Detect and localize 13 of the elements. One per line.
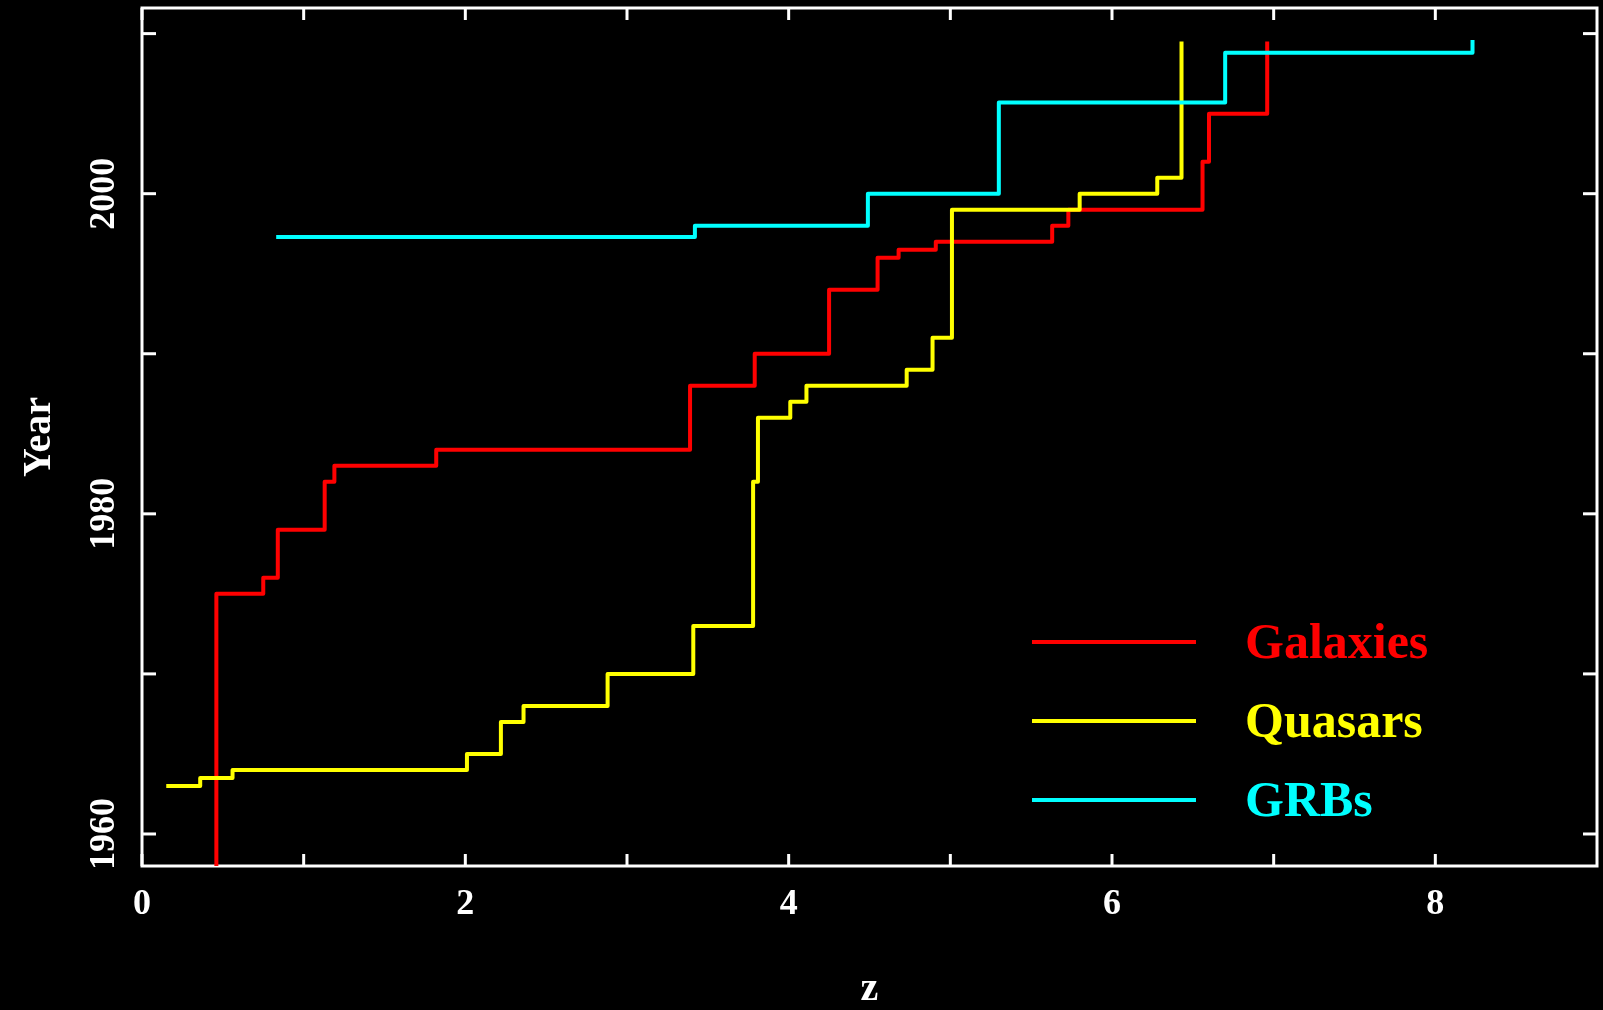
y-tick-label: 1960 [82, 797, 122, 870]
x-tick-label: 6 [1103, 882, 1121, 922]
y-axis-title: Year [14, 397, 59, 477]
legend-label: GRBs [1245, 771, 1373, 827]
x-axis-title: z [860, 964, 879, 1009]
x-tick-label: 0 [133, 882, 151, 922]
legend-label: Quasars [1245, 692, 1423, 748]
y-tick-label: 2000 [82, 157, 122, 230]
legend-label: Galaxies [1245, 613, 1429, 669]
y-tick-label: 1980 [82, 477, 122, 550]
x-tick-label: 2 [456, 882, 475, 922]
x-tick-label: 4 [779, 882, 798, 922]
x-tick-label: 8 [1426, 882, 1445, 922]
